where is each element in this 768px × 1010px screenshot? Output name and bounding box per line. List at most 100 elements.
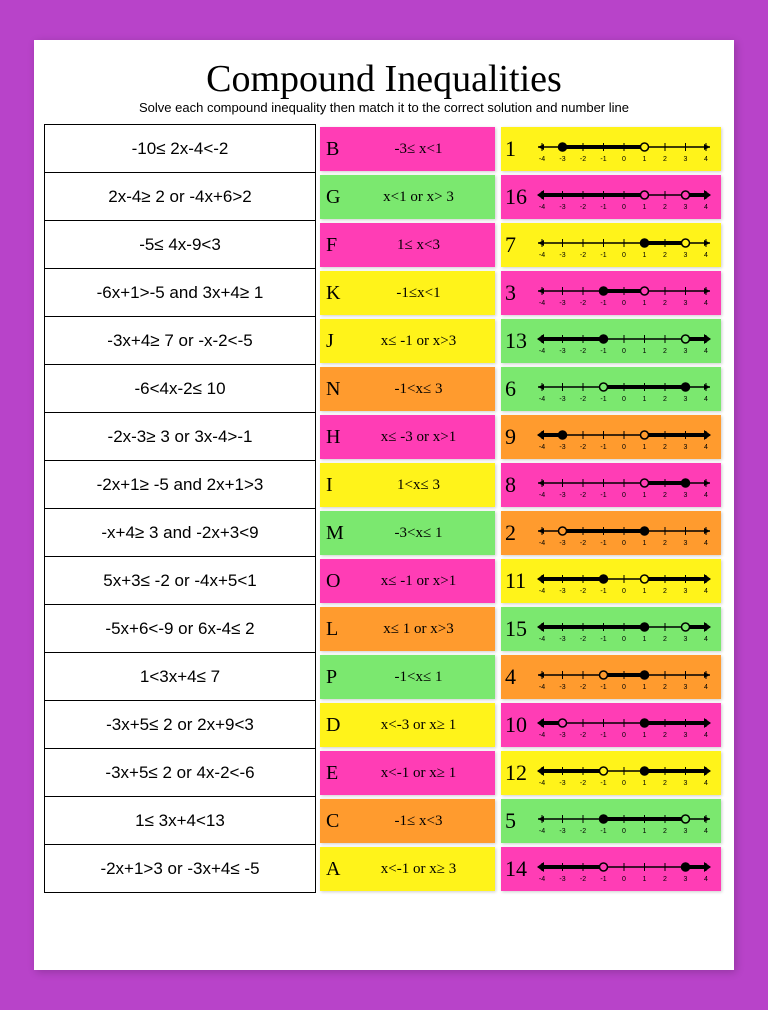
solution-card[interactable]: Ex<-1 or x≥ 1 xyxy=(320,751,495,795)
svg-text:1: 1 xyxy=(643,876,647,883)
solution-expression: 1≤ x<3 xyxy=(348,237,489,254)
svg-text:-2: -2 xyxy=(580,588,586,595)
solution-card[interactable]: P-1<x≤ 1 xyxy=(320,655,495,699)
svg-text:3: 3 xyxy=(684,300,688,307)
solution-letter: C xyxy=(326,810,348,833)
numberline-card[interactable]: 4-4-3-2-101234 xyxy=(501,655,721,699)
svg-text:4: 4 xyxy=(704,204,708,211)
svg-text:-1: -1 xyxy=(600,684,606,691)
numberline-card[interactable]: 6-4-3-2-101234 xyxy=(501,367,721,411)
svg-text:1: 1 xyxy=(643,588,647,595)
problem-cell: -3x+5≤ 2 or 2x+9<3 xyxy=(44,700,316,749)
worksheet-row: -2x-3≥ 3 or 3x-4>-1Hx≤ -3 or x>19-4-3-2-… xyxy=(44,413,724,461)
solution-card[interactable]: B-3≤ x<1 xyxy=(320,127,495,171)
solution-card[interactable]: F1≤ x<3 xyxy=(320,223,495,267)
solution-card[interactable]: Jx≤ -1 or x>3 xyxy=(320,319,495,363)
numberline-card[interactable]: 8-4-3-2-101234 xyxy=(501,463,721,507)
svg-text:1: 1 xyxy=(643,780,647,787)
numberline-card[interactable]: 14-4-3-2-101234 xyxy=(501,847,721,891)
numberline-card[interactable]: 15-4-3-2-101234 xyxy=(501,607,721,651)
svg-text:-4: -4 xyxy=(539,396,545,403)
svg-text:1: 1 xyxy=(643,300,647,307)
solution-letter: K xyxy=(326,282,348,305)
solution-card[interactable]: Gx<1 or x> 3 xyxy=(320,175,495,219)
numberline-card[interactable]: 9-4-3-2-101234 xyxy=(501,415,721,459)
svg-text:-2: -2 xyxy=(580,252,586,259)
solution-expression: -1≤x<1 xyxy=(348,285,489,302)
svg-text:-3: -3 xyxy=(559,780,565,787)
svg-text:-3: -3 xyxy=(559,204,565,211)
solution-letter: G xyxy=(326,186,348,209)
svg-text:-4: -4 xyxy=(539,684,545,691)
svg-text:-3: -3 xyxy=(559,876,565,883)
problem-cell: -x+4≥ 3 and -2x+3<9 xyxy=(44,508,316,557)
solution-card[interactable]: M-3<x≤ 1 xyxy=(320,511,495,555)
svg-text:-3: -3 xyxy=(559,396,565,403)
numberline-card[interactable]: 11-4-3-2-101234 xyxy=(501,559,721,603)
solution-card[interactable]: Dx<-3 or x≥ 1 xyxy=(320,703,495,747)
numberline-card[interactable]: 13-4-3-2-101234 xyxy=(501,319,721,363)
numberline-card[interactable]: 7-4-3-2-101234 xyxy=(501,223,721,267)
svg-text:2: 2 xyxy=(663,876,667,883)
svg-text:2: 2 xyxy=(663,492,667,499)
numberline-card[interactable]: 1-4-3-2-101234 xyxy=(501,127,721,171)
numberline-card[interactable]: 10-4-3-2-101234 xyxy=(501,703,721,747)
solution-card[interactable]: C-1≤ x<3 xyxy=(320,799,495,843)
svg-text:0: 0 xyxy=(622,492,626,499)
solution-card[interactable]: Hx≤ -3 or x>1 xyxy=(320,415,495,459)
svg-text:-3: -3 xyxy=(559,540,565,547)
svg-text:-2: -2 xyxy=(580,156,586,163)
svg-text:3: 3 xyxy=(684,252,688,259)
solution-card[interactable]: Lx≤ 1 or x>3 xyxy=(320,607,495,651)
svg-text:-4: -4 xyxy=(539,300,545,307)
svg-text:2: 2 xyxy=(663,588,667,595)
worksheet-row: 5x+3≤ -2 or -4x+5<1Ox≤ -1 or x>111-4-3-2… xyxy=(44,557,724,605)
numberline-number: 3 xyxy=(505,280,531,306)
svg-text:1: 1 xyxy=(643,396,647,403)
numberline-card[interactable]: 3-4-3-2-101234 xyxy=(501,271,721,315)
svg-text:-4: -4 xyxy=(539,204,545,211)
svg-text:-2: -2 xyxy=(580,636,586,643)
svg-text:-2: -2 xyxy=(580,300,586,307)
page-subtitle: Solve each compound inequality then matc… xyxy=(44,100,724,115)
svg-text:3: 3 xyxy=(684,876,688,883)
solution-card[interactable]: I1<x≤ 3 xyxy=(320,463,495,507)
solution-card[interactable]: N-1<x≤ 3 xyxy=(320,367,495,411)
svg-text:4: 4 xyxy=(704,876,708,883)
numberline-card[interactable]: 12-4-3-2-101234 xyxy=(501,751,721,795)
numberline-number: 15 xyxy=(505,616,531,642)
numberline-card[interactable]: 5-4-3-2-101234 xyxy=(501,799,721,843)
svg-text:3: 3 xyxy=(684,684,688,691)
svg-text:2: 2 xyxy=(663,252,667,259)
solution-card[interactable]: Ox≤ -1 or x>1 xyxy=(320,559,495,603)
problem-cell: -2x-3≥ 3 or 3x-4>-1 xyxy=(44,412,316,461)
svg-text:4: 4 xyxy=(704,732,708,739)
svg-text:4: 4 xyxy=(704,636,708,643)
svg-text:3: 3 xyxy=(684,396,688,403)
solution-card[interactable]: Ax<-1 or x≥ 3 xyxy=(320,847,495,891)
svg-text:0: 0 xyxy=(622,876,626,883)
svg-text:-2: -2 xyxy=(580,828,586,835)
solution-letter: P xyxy=(326,666,348,689)
svg-text:2: 2 xyxy=(663,444,667,451)
solution-letter: O xyxy=(326,570,348,593)
numberline-card[interactable]: 2-4-3-2-101234 xyxy=(501,511,721,555)
numberline-card[interactable]: 16-4-3-2-101234 xyxy=(501,175,721,219)
worksheet-row: -5x+6<-9 or 6x-4≤ 2Lx≤ 1 or x>315-4-3-2-… xyxy=(44,605,724,653)
solution-letter: H xyxy=(326,426,348,449)
numberline-number: 10 xyxy=(505,712,531,738)
numberline-number: 14 xyxy=(505,856,531,882)
solution-expression: x<-1 or x≥ 3 xyxy=(348,861,489,878)
problem-cell: -6x+1>-5 and 3x+4≥ 1 xyxy=(44,268,316,317)
svg-text:-3: -3 xyxy=(559,828,565,835)
numberline-number: 13 xyxy=(505,328,531,354)
svg-text:-4: -4 xyxy=(539,636,545,643)
solution-expression: x≤ -1 or x>3 xyxy=(348,333,489,350)
svg-text:2: 2 xyxy=(663,636,667,643)
svg-text:-1: -1 xyxy=(600,348,606,355)
svg-text:0: 0 xyxy=(622,780,626,787)
solution-expression: x≤ 1 or x>3 xyxy=(348,621,489,638)
solution-card[interactable]: K-1≤x<1 xyxy=(320,271,495,315)
svg-text:1: 1 xyxy=(643,636,647,643)
solution-expression: x≤ -1 or x>1 xyxy=(348,573,489,590)
